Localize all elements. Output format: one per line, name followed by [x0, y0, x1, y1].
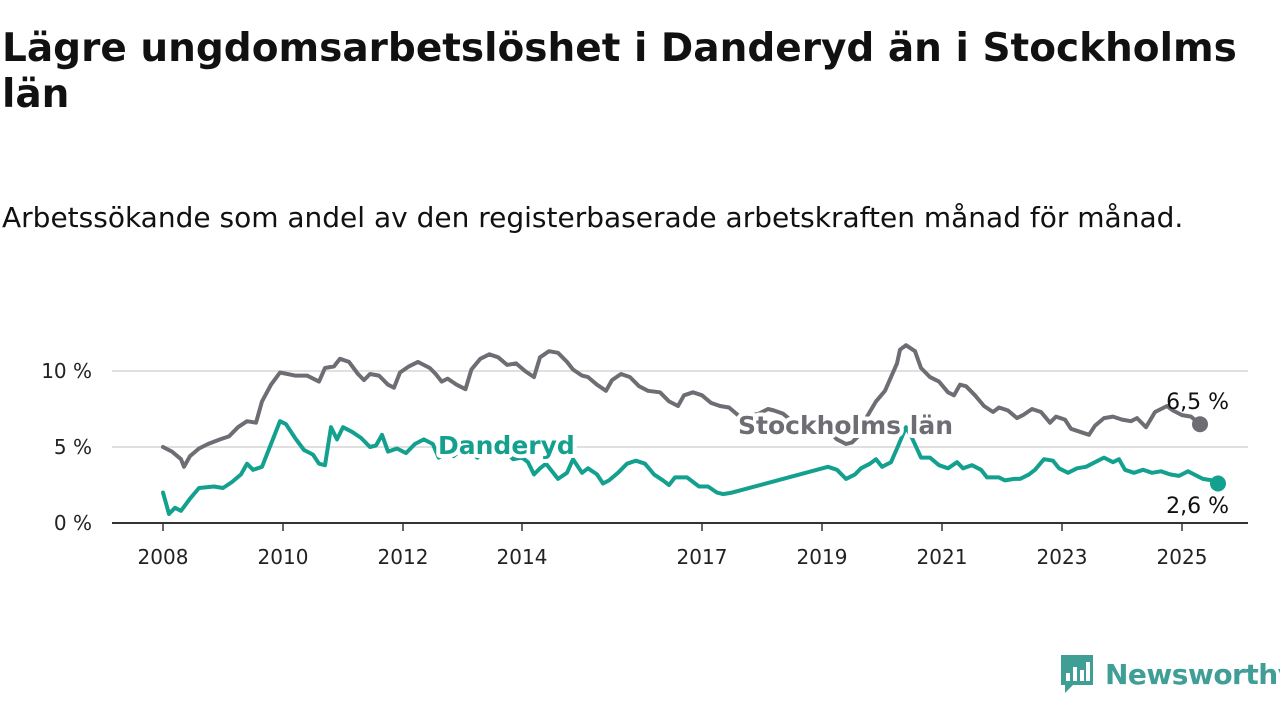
danderyd-end-label: 2,6 %: [1166, 494, 1229, 519]
series-lines: [161, 343, 1226, 516]
stockholm-end-dot: [1192, 416, 1208, 433]
x-tick-label: 2019: [797, 545, 848, 569]
x-tick-label: 2025: [1157, 545, 1208, 569]
x-tick-label: 2017: [677, 545, 728, 569]
chart-subtitle: Arbetssökande som andel av den registerb…: [2, 201, 1184, 234]
brand: Newsworthy: [1059, 652, 1280, 696]
x-tick-label: 2023: [1037, 545, 1088, 569]
stockholm-end-label: 6,5 %: [1166, 390, 1229, 415]
danderyd-series-label-halo: Danderyd: [438, 431, 575, 460]
x-tick-label: 2008: [138, 545, 189, 569]
stockholm-line: [161, 343, 1202, 469]
x-tick-label: 2021: [917, 545, 968, 569]
x-tick-label: 2012: [378, 545, 429, 569]
x-tick-label: 2014: [497, 545, 548, 569]
y-tick-label: 10 %: [41, 359, 92, 383]
stockholm-series-label-halo: Stockholms län: [738, 411, 953, 440]
x-tick-label: 2010: [258, 545, 309, 569]
danderyd-end-dot: [1210, 475, 1226, 492]
stockholm-series-label-text: Stockholms län: [738, 411, 953, 440]
y-tick-label: 5 %: [54, 435, 92, 459]
gridlines: [112, 370, 1248, 448]
danderyd-line: [161, 419, 1220, 516]
y-tick-label: 0 %: [54, 511, 92, 535]
x-axis: 2008 2010 2012 2014 2017 2019 2021 2023 2025: [112, 522, 1248, 569]
chart-title: Lägre ungdomsarbetslöshet i Danderyd än …: [2, 26, 1237, 117]
brand-name: Newsworthy: [1105, 657, 1280, 691]
danderyd-series-label-text: Danderyd: [438, 431, 575, 460]
line-chart: 0 %5 %10 % 2008 2010 2012 2014 2017 2019 2021 2…: [41, 343, 1248, 569]
newsworthy-chart-logo-icon: [1061, 655, 1093, 693]
y-axis: 0 % 5 % 10 %: [41, 359, 92, 535]
